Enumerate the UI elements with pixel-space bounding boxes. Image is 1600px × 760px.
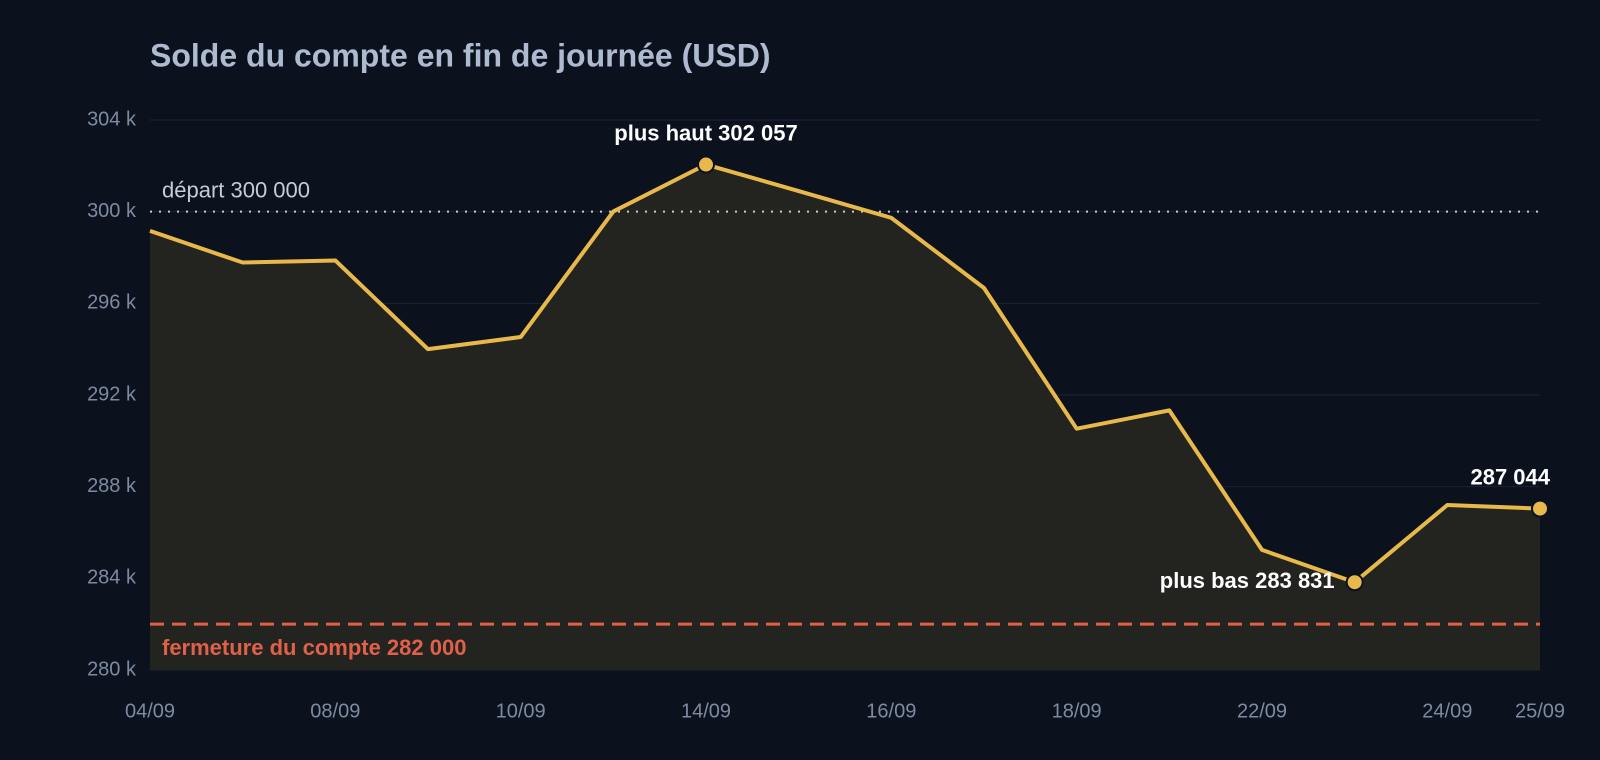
y-tick-label: 292 k — [87, 383, 137, 405]
x-tick-label: 24/09 — [1422, 700, 1472, 722]
point-marker — [697, 155, 715, 174]
y-tick-label: 304 k — [87, 108, 137, 130]
area — [150, 164, 1540, 670]
chart-title: Solde du compte en fin de journée (USD) — [150, 37, 770, 73]
x-tick-label: 10/09 — [496, 700, 546, 722]
y-tick-label: 284 k — [87, 567, 137, 589]
point-marker — [1345, 573, 1364, 592]
reference-label: fermeture du compte 282 000 — [162, 635, 466, 660]
x-tick-label: 14/09 — [681, 700, 731, 722]
x-tick-label: 25/09 — [1515, 700, 1565, 722]
y-tick-label: 300 k — [87, 200, 137, 222]
x-tick-label: 22/09 — [1237, 700, 1287, 722]
y-tick-label: 288 k — [87, 475, 137, 497]
point-marker — [1531, 499, 1549, 518]
x-tick-label: 18/09 — [1052, 700, 1102, 722]
point-label: plus bas 283 831 — [1160, 568, 1335, 593]
reference-label: départ 300 000 — [162, 177, 310, 202]
point-label: 287 044 — [1470, 464, 1550, 489]
x-tick-label: 16/09 — [866, 700, 916, 722]
y-tick-label: 280 k — [87, 658, 137, 680]
x-tick-label: 04/09 — [125, 700, 175, 722]
line — [149, 162, 1541, 585]
point-label: plus haut 302 057 — [614, 120, 797, 145]
y-tick-label: 296 k — [87, 292, 137, 314]
x-tick-label: 08/09 — [310, 700, 360, 722]
